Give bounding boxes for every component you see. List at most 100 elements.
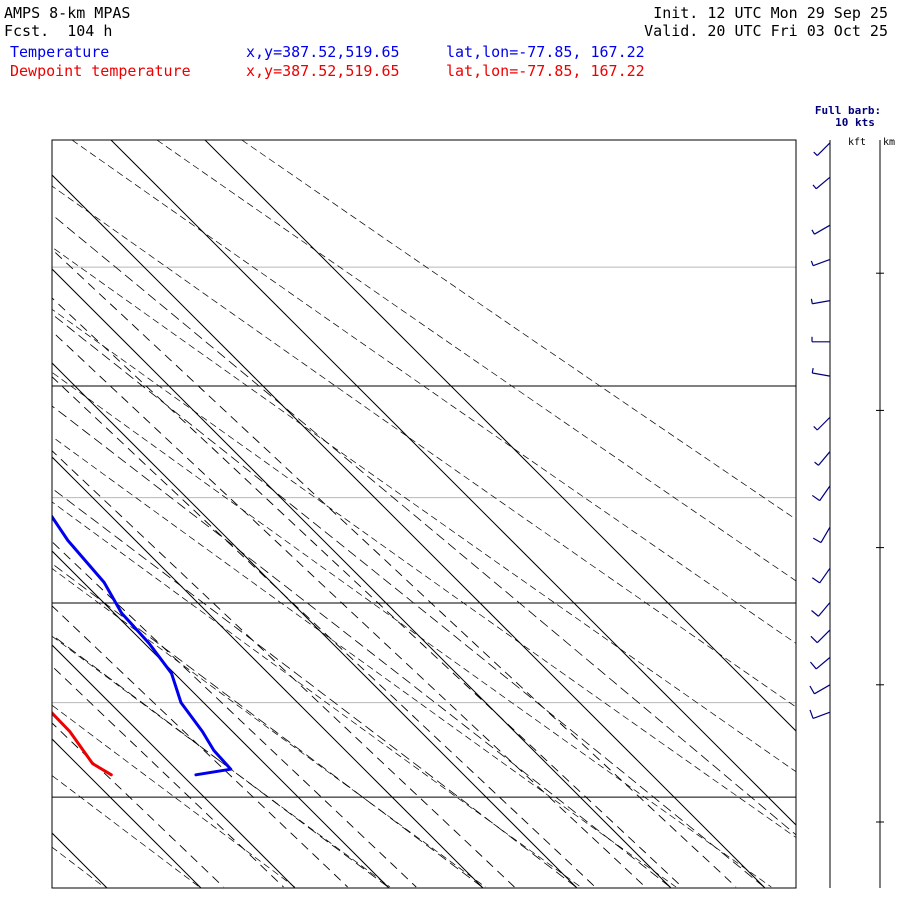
mixing-ratio-line [52, 450, 515, 888]
temperature-profile-line [52, 514, 233, 777]
isotherm-line [52, 644, 296, 888]
isotherm-line [204, 140, 796, 732]
barb-legend-line2: 10 kts [835, 116, 875, 129]
wind-barb-staff [815, 656, 831, 670]
isotherm-line [52, 832, 108, 888]
wind-barb-staff [812, 300, 831, 305]
dry-adiabat [52, 635, 391, 888]
wind-barb [812, 526, 831, 544]
saturated-adiabat [52, 313, 765, 888]
wind-barb [811, 602, 831, 617]
isotherm-line [52, 362, 578, 888]
mixing-ratio-line [52, 297, 683, 888]
isotherm-line [52, 268, 672, 888]
wind-barb-staff [820, 526, 831, 543]
saturated-adiabat [52, 214, 796, 836]
temperature-latlon: lat,lon=-77.85, 167.22 [446, 43, 645, 61]
wind-barb-staff [812, 258, 831, 267]
wind-barb-staff [817, 602, 831, 617]
saturated-adiabat [52, 634, 389, 888]
wind-barb [811, 567, 831, 584]
wind-barb [814, 451, 831, 466]
mixing-ratio-line [52, 665, 284, 888]
wind-barb-half [813, 151, 818, 157]
wind-barb-half [810, 298, 813, 304]
wind-barb [810, 298, 831, 305]
wind-barb-half [813, 426, 818, 431]
dry-adiabat [52, 568, 486, 888]
wind-barb [811, 367, 831, 377]
wind-barb [809, 684, 831, 695]
legend-temperature: Temperature [10, 43, 110, 61]
dry-adiabat [156, 140, 796, 582]
km-axis-label: km [883, 137, 895, 148]
wind-barb [809, 709, 831, 719]
forecast-hour: Fcst. 104 h [4, 22, 113, 40]
dewpoint-profile-line [52, 710, 113, 777]
wind-barb-half [810, 260, 814, 266]
temperature-xy: x,y=387.52,519.65 [246, 43, 400, 61]
wind-barb-full [809, 685, 815, 695]
model-title: AMPS 8-km MPAS [4, 4, 131, 22]
diagram-grid [0, 140, 796, 888]
dewpoint-latlon: lat,lon=-77.85, 167.22 [446, 62, 645, 80]
dry-adiabat [52, 501, 581, 888]
wind-barb-staff [814, 224, 831, 235]
wind-barb-full [812, 537, 822, 544]
dewpoint-xy: x,y=387.52,519.65 [246, 62, 400, 80]
valid-time: Valid. 20 UTC Fri 03 Oct 25 [644, 22, 888, 40]
dry-adiabat [52, 775, 200, 888]
mixing-ratio-line [52, 541, 417, 888]
dry-adiabat [241, 140, 796, 520]
wind-barb [810, 629, 831, 644]
saturated-adiabat [52, 405, 671, 888]
legend-dewpoint: Dewpoint temperature [10, 62, 191, 80]
wind-barb-full [809, 709, 814, 719]
dry-adiabat [52, 246, 796, 773]
wind-barb-staff [819, 485, 831, 501]
isotherm-line [110, 140, 796, 826]
wind-barb-staff [816, 629, 831, 644]
mixing-ratio-line [52, 376, 596, 888]
saturated-adiabat [52, 487, 577, 888]
height-axis [876, 272, 884, 823]
isotherm-line [52, 174, 766, 888]
wind-barb-staff [815, 176, 831, 190]
wind-barb-staff [814, 684, 831, 695]
wind-barb-full [810, 635, 818, 644]
kft-axis-label: kft [848, 137, 866, 148]
wind-barb-full [811, 494, 821, 502]
dry-adiabat [52, 185, 796, 708]
wind-barb-staff [816, 142, 831, 157]
isotherm-line [52, 456, 484, 888]
dry-adiabat [52, 704, 295, 888]
wind-barb [809, 656, 831, 670]
dry-adiabat [52, 436, 677, 888]
mixing-ratio-line [52, 605, 348, 888]
wind-barb-staff [817, 451, 831, 466]
isotherm-line [52, 550, 390, 888]
mixing-ratio-line [52, 330, 646, 888]
wind-barb-staff [812, 372, 831, 377]
wind-barb-full [811, 577, 821, 584]
wind-barbs [809, 142, 831, 719]
barb-legend-line1: Full barb: [815, 104, 881, 117]
dry-adiabat [52, 371, 772, 888]
plot-frame [51, 139, 797, 889]
wind-barb-half [811, 367, 814, 374]
wind-barb-full [809, 661, 817, 670]
mixing-ratio-line [52, 248, 737, 888]
wind-barb-half [811, 229, 815, 235]
wind-barb [811, 336, 830, 343]
wind-barb-full [811, 610, 819, 617]
profile-lines [52, 514, 233, 777]
isotherm-line [52, 738, 202, 888]
dry-adiabat [0, 140, 9, 887]
wind-barb-staff [819, 567, 831, 584]
wind-barb [813, 142, 831, 157]
wind-barb [813, 416, 831, 431]
saturated-adiabat [52, 563, 483, 888]
wind-barb [810, 258, 831, 267]
wind-barb [811, 224, 831, 235]
